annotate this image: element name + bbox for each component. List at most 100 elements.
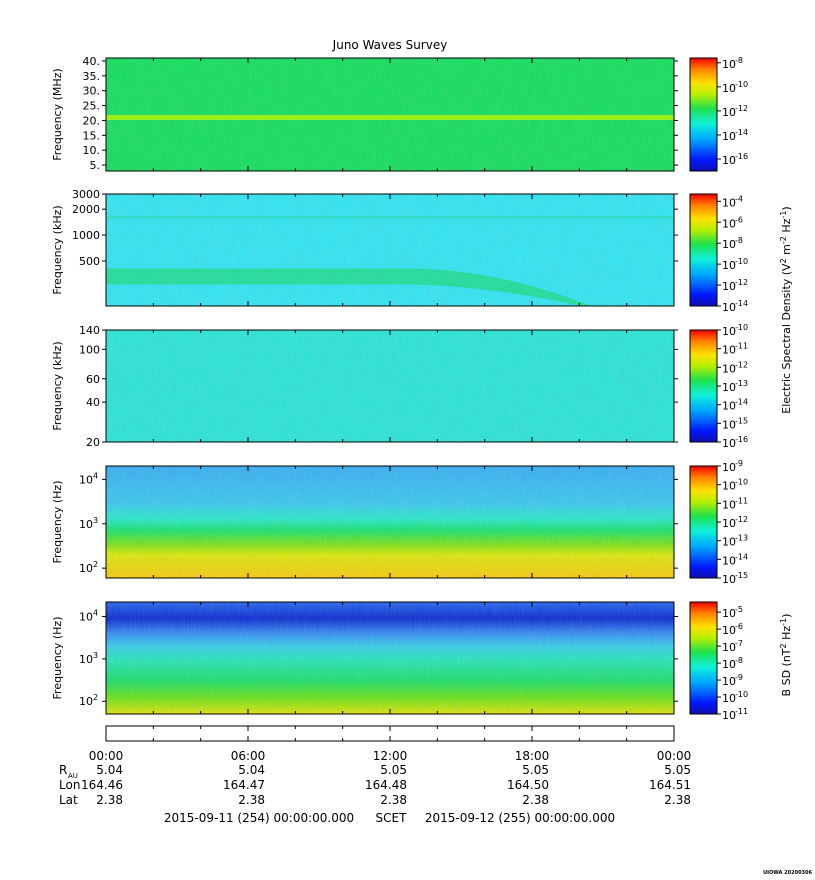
colorbar-label: 10 — [722, 709, 736, 722]
colorbar-label: 10 — [722, 641, 736, 654]
spectrogram-panels: 40. 35. 30. 25.20. 15. 10. 5. Frequency (MHz) 10… — [51, 55, 793, 722]
colorbar-exponent: -16 — [735, 435, 748, 444]
spectrogram-texture — [106, 602, 674, 714]
colorbar-exponent: -10 — [735, 478, 748, 487]
ephemeris-time: 06:00 — [231, 749, 266, 763]
ephemeris-value: 2.38 — [238, 793, 265, 807]
y-tick-label: 10 — [79, 611, 93, 624]
y-axis-label: Frequency (Hz) — [51, 617, 64, 700]
y-tick-label: 10. — [83, 144, 101, 157]
y-tick-exponent: 4 — [93, 609, 98, 618]
ephemeris-value: 164.51 — [649, 778, 691, 792]
ephemeris-row-label: Lon — [59, 778, 80, 792]
y-tick-label: 40 — [86, 396, 100, 409]
spectrogram-texture — [106, 466, 674, 578]
colorbar-exponent: -5 — [735, 605, 743, 614]
ephemeris-value: 164.46 — [81, 778, 123, 792]
colorbar-exponent: -7 — [735, 639, 743, 648]
colorbar — [689, 193, 718, 307]
colorbar-exponent: -11 — [735, 342, 748, 351]
colorbar-label: 10 — [722, 573, 736, 586]
colorbar-exponent: -8 — [735, 56, 743, 65]
y-tick-exponent: 3 — [93, 651, 98, 660]
colorbar-exponent: -8 — [735, 236, 743, 245]
ephemeris-value: 164.47 — [223, 778, 265, 792]
ephemeris-value: 2.38 — [522, 793, 549, 807]
colorbar-exponent: -9 — [735, 673, 743, 682]
ephemeris-time: 18:00 — [515, 749, 550, 763]
colorbar-label: 10 — [722, 344, 736, 357]
electric-title-text: Electric Spectral Density (V — [780, 263, 793, 414]
y-tick-label: 10 — [79, 653, 93, 666]
colorbar — [689, 329, 718, 443]
colorbar-label: 10 — [722, 517, 736, 530]
y-tick-label: 2000 — [72, 203, 100, 216]
ephemeris-value: 2.38 — [380, 793, 407, 807]
colorbar-exponent: -12 — [735, 104, 748, 113]
colorbar-exponent: -13 — [735, 379, 748, 388]
colorbar-exponent: -14 — [735, 552, 748, 561]
time-axis — [105, 725, 675, 742]
colorbar-label: 10 — [722, 554, 736, 567]
colorbar-exponent: -10 — [735, 80, 748, 89]
y-tick-exponent: 3 — [93, 516, 98, 525]
ephemeris-value: 5.04 — [238, 763, 265, 777]
colorbar-exponent: -15 — [735, 416, 748, 425]
feature-line — [106, 216, 674, 220]
colorbar-label: 10 — [722, 301, 736, 314]
y-tick-label: 3000 — [72, 188, 100, 201]
y-tick-label: 1000 — [72, 229, 100, 242]
feature-line — [106, 114, 674, 120]
colorbar-exponent: -6 — [735, 622, 743, 631]
colorbar-exponent: -15 — [735, 571, 748, 580]
y-tick-label: 500 — [79, 255, 100, 268]
y-tick-label: 10 — [79, 473, 93, 486]
y-tick-exponent: 2 — [93, 693, 98, 702]
colorbar-exponent: -12 — [735, 515, 748, 524]
ephemeris-row-sublabel: AU — [68, 772, 78, 780]
colorbar-label: 10 — [722, 82, 736, 95]
colorbar — [689, 601, 718, 715]
y-axis-label: Frequency (kHz) — [51, 341, 64, 430]
colorbar-label: 10 — [722, 437, 736, 450]
colorbar-exponent: -6 — [735, 215, 743, 224]
colorbar-label: 10 — [722, 461, 736, 474]
ephemeris-table: 00:00 06:00 12:00 18:00 00:00 R AU 5.04 5.04 5.05… — [59, 749, 691, 807]
ephemeris-value: 5.05 — [664, 763, 691, 777]
colorbar-label: 10 — [722, 536, 736, 549]
magnetic-title-text: B SD (nT — [780, 648, 793, 696]
colorbar — [689, 57, 718, 172]
y-tick-label: 5. — [90, 159, 101, 172]
y-tick-label: 60 — [86, 373, 100, 386]
y-tick-exponent: 4 — [93, 471, 98, 480]
ephemeris-value: 5.05 — [522, 763, 549, 777]
colorbar-exponent: -8 — [735, 656, 743, 665]
electric-colorbar-title: Electric Spectral Density (V2 m-2 Hz-1) — [779, 206, 793, 413]
y-tick-label: 10 — [79, 695, 93, 708]
ephemeris-time: 00:00 — [657, 749, 692, 763]
y-tick-label: 35. — [83, 70, 101, 83]
colorbar-exponent: -11 — [735, 496, 748, 505]
y-tick-label: 25. — [83, 100, 101, 113]
ephemeris-value: 164.50 — [507, 778, 549, 792]
colorbar-label: 10 — [722, 106, 736, 119]
colorbar-exponent: -12 — [735, 278, 748, 287]
colorbar-label: 10 — [722, 154, 736, 167]
colorbar-exponent: -10 — [735, 690, 748, 699]
ephemeris-row-label: Lat — [59, 793, 78, 807]
colorbar — [689, 465, 718, 579]
y-tick-label: 10 — [79, 518, 93, 531]
scet-end: 2015-09-12 (255) 00:00:00.000 — [425, 811, 615, 825]
figure-title: Juno Waves Survey — [332, 38, 448, 52]
y-tick-label: 100 — [79, 343, 100, 356]
colorbar-exponent: -16 — [735, 152, 748, 161]
scet-label: SCET — [376, 811, 408, 825]
y-tick-label: 30. — [83, 85, 101, 98]
colorbar-label: 10 — [722, 238, 736, 251]
colorbar-label: 10 — [722, 259, 736, 272]
magnetic-colorbar-title: B SD (nT2 Hz-1) — [779, 614, 793, 697]
